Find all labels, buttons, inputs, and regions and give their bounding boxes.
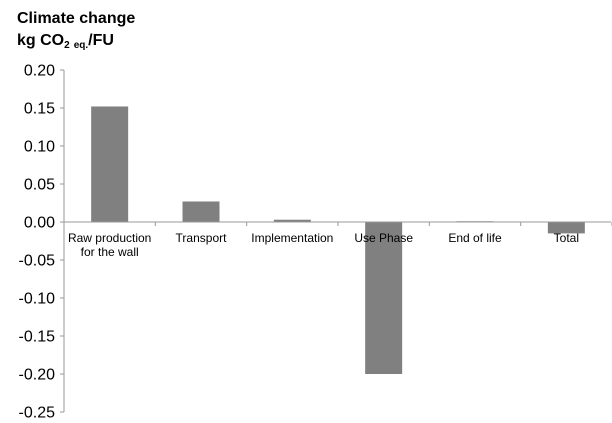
bar-0 [91,106,129,222]
y-tick-label: -0.25 [19,405,56,422]
category-label: End of life [448,231,502,245]
chart-title: Climate change kg CO2 eq./FU [17,8,135,57]
category-label: Total [554,231,579,245]
category-label: Use Phase [354,231,413,245]
unit-co2-subscript: 2 [64,40,70,51]
y-tick-label: -0.10 [19,291,56,308]
unit-suffix: /FU [88,32,114,49]
y-tick-label: -0.15 [19,329,56,346]
y-tick-label: 0.05 [24,177,55,194]
y-tick-label: 0.10 [24,139,55,156]
bar-1 [182,201,220,222]
unit-eq-subscript: eq. [73,40,89,51]
chart-title-line1: Climate change [17,10,136,27]
unit-prefix: kg CO [17,32,65,49]
category-label: Raw production [68,231,151,245]
y-tick-label: 0.00 [24,215,55,232]
bar-3 [365,222,403,374]
category-label: Transport [176,231,228,245]
bar-5 [547,222,585,234]
category-label: Implementation [251,231,333,245]
y-tick-label: 0.15 [24,101,55,118]
chart-unit-label: kg CO2 eq./FU [17,30,135,57]
y-tick-label: -0.20 [19,367,56,384]
y-tick-label: -0.05 [19,253,56,270]
bar-2 [273,219,311,222]
category-label: for the wall [81,245,139,259]
y-tick-label: 0.20 [24,63,55,80]
